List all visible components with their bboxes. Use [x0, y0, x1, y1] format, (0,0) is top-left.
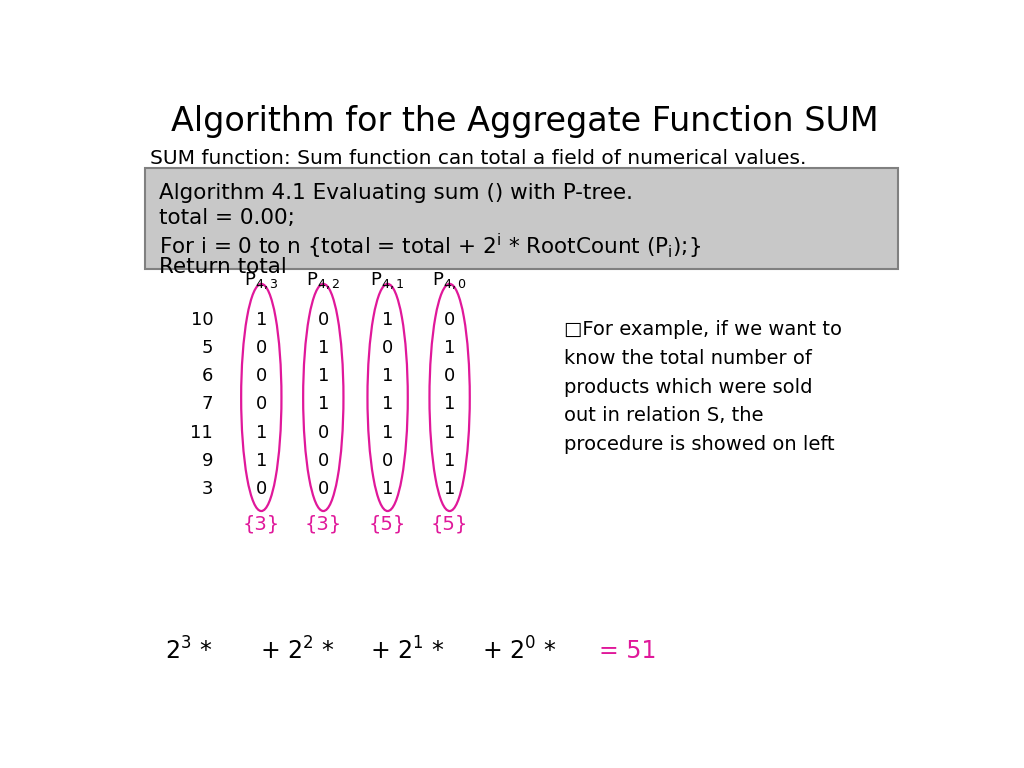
Text: 1: 1 [444, 480, 456, 498]
Text: SUM function: Sum function can total a field of numerical values.: SUM function: Sum function can total a f… [150, 149, 806, 168]
Text: 1: 1 [444, 339, 456, 357]
Text: 1: 1 [382, 396, 393, 413]
Text: 0: 0 [317, 311, 329, 329]
Text: 1: 1 [444, 452, 456, 469]
Text: 1: 1 [317, 339, 329, 357]
FancyBboxPatch shape [145, 167, 898, 270]
Text: 1: 1 [382, 311, 393, 329]
Text: 1: 1 [256, 311, 267, 329]
Text: {3}: {3} [305, 515, 342, 534]
Text: {5}: {5} [369, 515, 407, 534]
Text: total = 0.00;: total = 0.00; [159, 207, 295, 227]
Text: 0: 0 [317, 480, 329, 498]
Text: Return total: Return total [159, 257, 287, 277]
Text: 1: 1 [317, 396, 329, 413]
Text: {5}: {5} [431, 515, 468, 534]
Text: 7: 7 [202, 396, 213, 413]
Text: = 51: = 51 [599, 639, 656, 664]
Text: 0: 0 [256, 480, 267, 498]
Text: 6: 6 [202, 367, 213, 386]
Text: 0: 0 [444, 367, 456, 386]
Text: + 2$^2$ *: + 2$^2$ * [260, 637, 334, 665]
Text: Algorithm for the Aggregate Function SUM: Algorithm for the Aggregate Function SUM [171, 105, 879, 138]
Text: 0: 0 [382, 452, 393, 469]
Text: 1: 1 [317, 367, 329, 386]
Text: 0: 0 [444, 311, 456, 329]
Text: + 2$^1$ *: + 2$^1$ * [370, 637, 444, 665]
Text: P$_{4,0}$: P$_{4,0}$ [432, 270, 467, 291]
Text: 5: 5 [202, 339, 213, 357]
Text: 9: 9 [202, 452, 213, 469]
Text: 0: 0 [256, 339, 267, 357]
Text: 0: 0 [256, 367, 267, 386]
Text: □For example, if we want to
know the total number of
products which were sold
ou: □For example, if we want to know the tot… [563, 320, 842, 454]
Text: 0: 0 [317, 423, 329, 442]
Text: 3: 3 [202, 480, 213, 498]
Text: 1: 1 [256, 423, 267, 442]
Text: 2$^3$ *: 2$^3$ * [165, 637, 212, 665]
Text: 0: 0 [317, 452, 329, 469]
Text: 10: 10 [190, 311, 213, 329]
Text: 1: 1 [444, 423, 456, 442]
Text: {3}: {3} [243, 515, 280, 534]
Text: 1: 1 [382, 423, 393, 442]
Text: P$_{4,3}$: P$_{4,3}$ [244, 270, 279, 291]
Text: Algorithm 4.1 Evaluating sum () with P-tree.: Algorithm 4.1 Evaluating sum () with P-t… [159, 183, 633, 203]
Text: 1: 1 [382, 367, 393, 386]
Text: P$_{4,2}$: P$_{4,2}$ [306, 270, 340, 291]
Text: 1: 1 [382, 480, 393, 498]
Text: 11: 11 [190, 423, 213, 442]
Text: For i = 0 to n {total = total + 2$^{\mathrm{i}}$ * RootCount (P$_{\mathrm{i}}$);: For i = 0 to n {total = total + 2$^{\mat… [159, 232, 701, 261]
Text: 0: 0 [382, 339, 393, 357]
Text: 1: 1 [444, 396, 456, 413]
Text: 1: 1 [256, 452, 267, 469]
Text: P$_{4,1}$: P$_{4,1}$ [371, 270, 404, 291]
Text: 0: 0 [256, 396, 267, 413]
Text: + 2$^0$ *: + 2$^0$ * [482, 637, 557, 665]
